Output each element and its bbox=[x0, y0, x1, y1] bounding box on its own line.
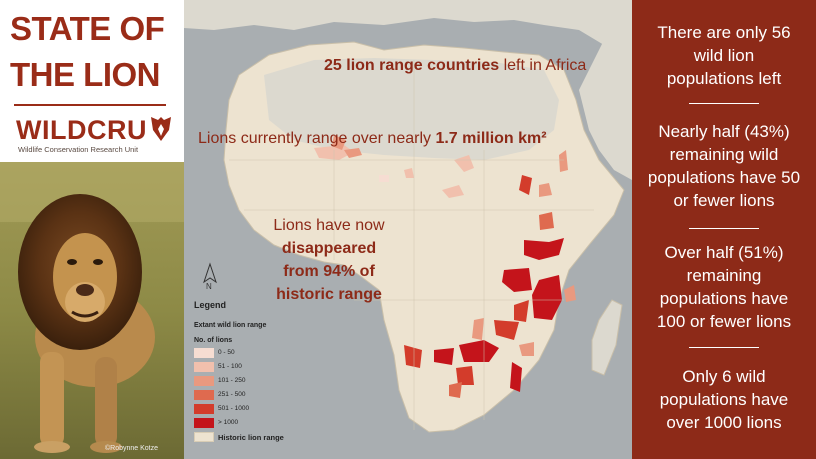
disappeared-line-2: disappeared bbox=[281, 240, 377, 257]
stat-populations-left: There are only 56 wild lion populations … bbox=[632, 21, 816, 90]
north-arrow-icon bbox=[203, 262, 217, 284]
map-canvas bbox=[184, 0, 632, 433]
title-line-2: THE LION bbox=[10, 56, 161, 93]
disappeared-line-3: from 94% of bbox=[283, 263, 375, 280]
stat-line: remaining wild bbox=[669, 145, 779, 164]
stat-over-thousand: Only 6 wild populations have over 1000 l… bbox=[632, 365, 816, 434]
range-area-strong: 1.7 million km² bbox=[435, 130, 547, 147]
stat-line: populations have 50 bbox=[647, 168, 801, 187]
page-title: STATE OF THE LION bbox=[10, 6, 180, 98]
wildcru-logo-icon bbox=[151, 117, 171, 141]
stat-fifty-or-fewer: Nearly half (43%) remaining wild populat… bbox=[632, 120, 816, 212]
disappeared-line-1: Lions have now bbox=[273, 217, 385, 234]
stats-panel: There are only 56 wild lion populations … bbox=[632, 0, 816, 459]
legend-swatch bbox=[194, 376, 214, 386]
legend-swatch bbox=[194, 348, 214, 358]
wildcru-logo-text: WILDCRU bbox=[16, 115, 147, 145]
legend-class-label: 51 - 100 bbox=[218, 363, 242, 370]
title-divider bbox=[14, 104, 166, 106]
legend-class-label: 101 - 250 bbox=[218, 377, 246, 384]
range-countries-rest: left in Africa bbox=[499, 57, 587, 74]
legend-historic-label: Historic lion range bbox=[218, 433, 284, 442]
north-label: N bbox=[206, 282, 212, 291]
legend-class-label: 251 - 500 bbox=[218, 391, 246, 398]
stat-divider bbox=[689, 347, 759, 348]
stat-line: populations have bbox=[659, 289, 789, 308]
title-line-1: STATE OF bbox=[10, 10, 165, 47]
disappeared-line-4: historic range bbox=[276, 286, 382, 303]
legend-subtitle: Extant wild lion range bbox=[194, 322, 267, 329]
stat-line: populations left bbox=[666, 69, 782, 88]
stat-line: remaining bbox=[686, 266, 762, 285]
legend-title: Legend bbox=[194, 300, 227, 310]
range-area-pre: Lions currently range over nearly bbox=[198, 130, 436, 147]
stat-hundred-or-fewer: Over half (51%) remaining populations ha… bbox=[632, 241, 816, 333]
stat-line: There are only 56 bbox=[657, 23, 791, 42]
legend-swatch-historic bbox=[194, 432, 214, 442]
stat-line: over 1000 lions bbox=[666, 413, 782, 432]
legend-count-label: No. of lions bbox=[194, 337, 233, 344]
headline-range-countries: 25 lion range countries left in Africa bbox=[324, 57, 586, 75]
africa-map: 25 lion range countries left in Africa L… bbox=[184, 0, 632, 459]
legend-class-label: > 1000 bbox=[218, 419, 239, 426]
photo-credit: ©Robynne Kotze bbox=[105, 445, 159, 452]
legend-swatch bbox=[194, 390, 214, 400]
legend-swatch bbox=[194, 404, 214, 414]
legend-class-label: 0 - 50 bbox=[218, 349, 235, 356]
legend-swatch bbox=[194, 418, 214, 428]
stat-line: wild lion bbox=[693, 46, 755, 65]
stat-line: or fewer lions bbox=[673, 191, 775, 210]
stat-divider bbox=[689, 103, 759, 104]
wildcru-subtitle: Wildlife Conservation Research Unit bbox=[18, 145, 139, 154]
legend-class-label: 501 - 1000 bbox=[218, 405, 250, 412]
stat-line: Only 6 wild bbox=[682, 367, 766, 386]
range-countries-strong: 25 lion range countries bbox=[324, 57, 500, 74]
headline-range-area: Lions currently range over nearly 1.7 mi… bbox=[198, 130, 547, 148]
legend-swatch bbox=[194, 362, 214, 372]
stat-line: 100 or fewer lions bbox=[656, 312, 792, 331]
lion-photo: ©Robynne Kotze bbox=[0, 162, 184, 459]
stat-divider bbox=[689, 228, 759, 229]
headline-disappeared: Lions have now disappeared from 94% of h… bbox=[264, 214, 394, 306]
stat-line: Over half (51%) bbox=[664, 243, 784, 262]
stat-line: populations have bbox=[659, 390, 789, 409]
left-panel: STATE OF THE LION WILDCRU Wildlife Conse… bbox=[0, 0, 184, 459]
stat-line: Nearly half (43%) bbox=[658, 122, 790, 141]
